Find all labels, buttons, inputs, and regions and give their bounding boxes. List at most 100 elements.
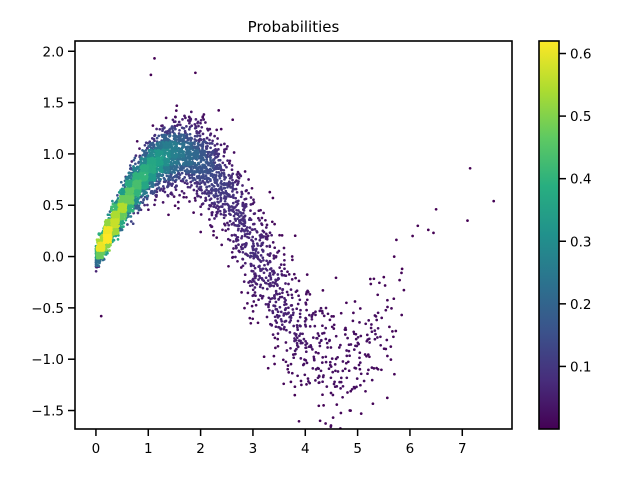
scatter-point — [228, 212, 231, 216]
scatter-point — [268, 300, 272, 304]
scatter-point — [241, 264, 245, 268]
scatter-point — [282, 253, 286, 256]
scatter-point — [248, 316, 252, 320]
scatter-point — [319, 306, 323, 310]
scatter-point — [259, 254, 263, 257]
scatter-point — [153, 189, 157, 193]
scatter-point — [182, 191, 186, 195]
scatter-point — [260, 248, 264, 252]
scatter-point — [158, 127, 162, 131]
scatter-point — [199, 213, 203, 216]
scatter-point — [179, 134, 183, 138]
scatter-point — [153, 134, 156, 138]
scatter-point — [466, 219, 469, 222]
scatter-point — [188, 121, 191, 125]
scatter-point — [214, 214, 218, 218]
scatter-point — [243, 245, 247, 249]
scatter-point — [217, 109, 221, 112]
scatter-point — [305, 342, 309, 345]
scatter-point — [127, 174, 131, 178]
scatter-point — [296, 326, 299, 329]
scatter-point — [398, 278, 401, 282]
scatter-point — [305, 361, 309, 365]
scatter-point — [391, 330, 394, 333]
scatter-point — [223, 150, 226, 153]
scatter-point — [317, 351, 320, 355]
scatter-point — [294, 276, 297, 280]
scatter-point — [185, 168, 189, 171]
scatter-point — [262, 211, 265, 215]
scatter-point — [374, 315, 378, 318]
scatter-point — [345, 376, 349, 380]
scatter-point — [364, 322, 368, 326]
scatter-point — [299, 308, 302, 312]
scatter-point — [286, 293, 290, 297]
scatter-point — [289, 288, 293, 291]
scatter-point — [172, 175, 176, 179]
scatter-point — [389, 358, 393, 361]
scatter-point — [248, 284, 252, 288]
scatter-point — [366, 353, 370, 356]
scatter-point — [208, 171, 211, 175]
scatter-point — [97, 238, 101, 242]
scatter-point — [354, 337, 358, 341]
scatter-point — [250, 228, 254, 231]
scatter-point — [275, 292, 279, 296]
scatter-point — [234, 255, 237, 259]
scatter-point — [215, 187, 218, 191]
scatter-point — [164, 133, 168, 137]
scatter-point — [286, 364, 290, 367]
scatter-point — [185, 195, 188, 199]
scatter-point — [262, 271, 266, 275]
scatter-point — [210, 225, 214, 228]
scatter-point — [137, 161, 140, 165]
scatter-point — [242, 280, 246, 283]
scatter-point — [290, 371, 294, 375]
scatter-point — [325, 385, 329, 388]
scatter-point — [201, 191, 204, 195]
scatter-point — [318, 309, 322, 313]
scatter-point — [212, 229, 215, 233]
scatter-point — [186, 141, 190, 145]
scatter-point — [180, 189, 184, 193]
scatter-point — [162, 138, 166, 141]
scatter-point — [234, 187, 238, 191]
scatter-point — [216, 207, 220, 211]
scatter-point — [177, 206, 180, 210]
scatter-point — [190, 145, 193, 149]
scatter-point — [193, 178, 197, 182]
scatter-point — [195, 167, 198, 170]
scatter-point — [224, 183, 228, 187]
scatter-point — [134, 154, 138, 157]
scatter-point — [270, 323, 274, 327]
scatter-point — [296, 302, 300, 306]
scatter-point — [192, 165, 196, 169]
scatter-point — [272, 254, 276, 257]
scatter-point — [265, 287, 269, 291]
scatter-point — [237, 172, 241, 176]
scatter-point — [492, 199, 496, 203]
scatter-point — [202, 138, 206, 141]
scatter-point — [177, 157, 181, 161]
scatter-point — [223, 199, 227, 203]
scatter-point — [349, 343, 353, 346]
scatter-point — [124, 213, 128, 216]
scatter-point — [258, 285, 262, 289]
scatter-point — [135, 184, 138, 188]
scatter-point — [252, 222, 256, 226]
scatter-point — [394, 329, 398, 333]
scatter-point — [281, 358, 285, 362]
scatter-point — [210, 211, 214, 215]
scatter-point — [358, 351, 362, 355]
scatter-point — [400, 267, 404, 271]
scatter-point — [223, 142, 226, 146]
scatter-point — [189, 137, 192, 141]
scatter-point — [252, 198, 255, 202]
scatter-point — [249, 209, 252, 212]
scatter-point — [271, 196, 275, 200]
scatter-point — [275, 283, 279, 286]
scatter-point — [282, 382, 286, 386]
scatter-point — [181, 146, 185, 149]
scatter-point — [188, 159, 191, 162]
scatter-point — [324, 360, 328, 364]
